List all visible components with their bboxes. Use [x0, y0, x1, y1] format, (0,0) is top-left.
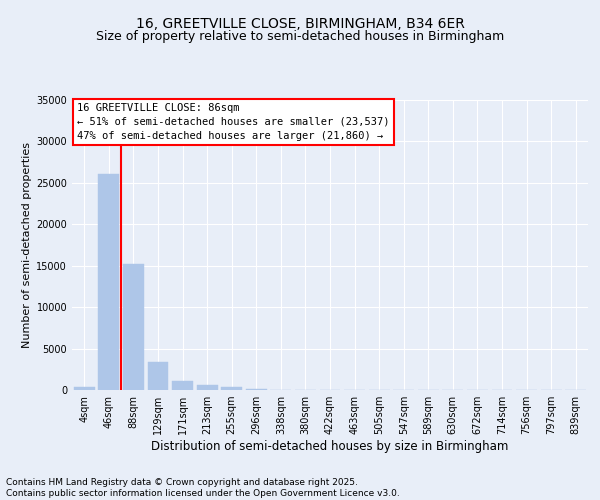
Y-axis label: Number of semi-detached properties: Number of semi-detached properties — [22, 142, 32, 348]
Bar — [148, 362, 169, 390]
Text: Contains HM Land Registry data © Crown copyright and database right 2025.
Contai: Contains HM Land Registry data © Crown c… — [6, 478, 400, 498]
Bar — [197, 386, 218, 390]
Bar — [221, 386, 242, 390]
Text: 16, GREETVILLE CLOSE, BIRMINGHAM, B34 6ER: 16, GREETVILLE CLOSE, BIRMINGHAM, B34 6E… — [136, 18, 464, 32]
Bar — [74, 386, 95, 390]
Bar — [246, 389, 267, 390]
Bar — [123, 264, 144, 390]
Text: 16 GREETVILLE CLOSE: 86sqm
← 51% of semi-detached houses are smaller (23,537)
47: 16 GREETVILLE CLOSE: 86sqm ← 51% of semi… — [77, 103, 389, 141]
Bar — [98, 174, 119, 390]
X-axis label: Distribution of semi-detached houses by size in Birmingham: Distribution of semi-detached houses by … — [151, 440, 509, 453]
Bar — [172, 381, 193, 390]
Text: Size of property relative to semi-detached houses in Birmingham: Size of property relative to semi-detach… — [96, 30, 504, 43]
